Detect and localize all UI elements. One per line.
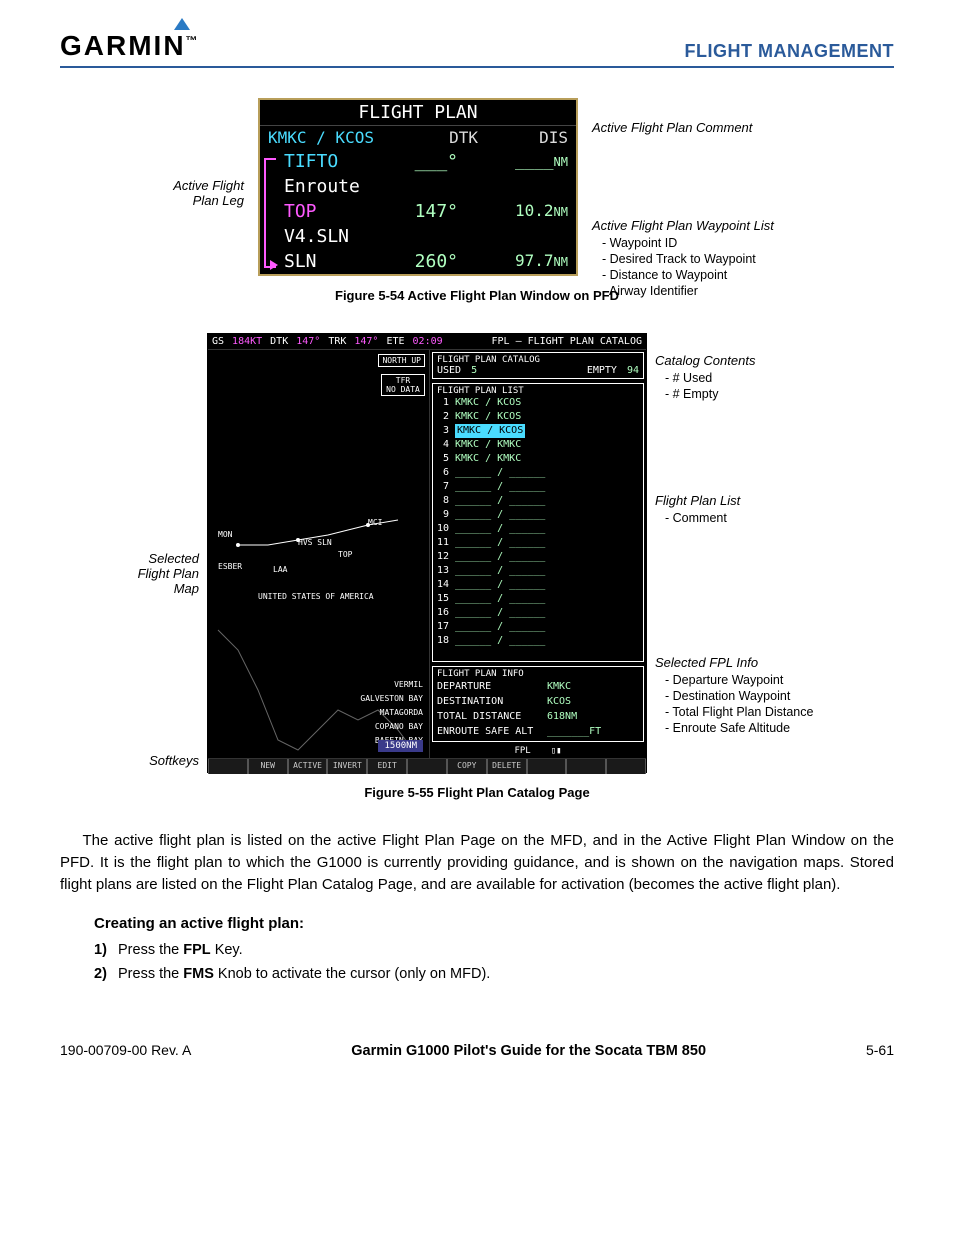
fpl-list-row[interactable]: 11______ / ______ bbox=[437, 536, 639, 550]
callout-wp-id: - Waypoint ID bbox=[602, 236, 677, 250]
fpl-list-row[interactable]: 5KMKC / KMKC bbox=[437, 452, 639, 466]
footer-left: 190-00709-00 Rev. A bbox=[60, 1042, 191, 1058]
page-footer: 190-00709-00 Rev. A Garmin G1000 Pilot's… bbox=[60, 1042, 894, 1059]
callout-airway: - Airway Identifier bbox=[602, 284, 698, 298]
softkey bbox=[407, 759, 447, 774]
figure-5-55: SelectedFlight PlanMap Softkeys GS184KT … bbox=[60, 333, 894, 773]
page-group: FPL bbox=[514, 746, 530, 756]
fpl-list-row[interactable]: 1KMKC / KCOS bbox=[437, 396, 639, 410]
softkey[interactable]: ACTIVE bbox=[288, 759, 328, 774]
map-scale: 1500NM bbox=[378, 740, 423, 752]
garmin-triangle-icon bbox=[174, 18, 190, 30]
callout-fpl-map: SelectedFlight PlanMap bbox=[138, 551, 199, 596]
softkey[interactable]: NEW bbox=[248, 759, 288, 774]
callout-dis: - Distance to Waypoint bbox=[602, 268, 727, 282]
softkey[interactable]: COPY bbox=[447, 759, 487, 774]
pfd-route: KMKC / KCOS bbox=[268, 128, 408, 147]
map-country: UNITED STATES OF AMERICA bbox=[258, 592, 374, 601]
callout-catalog: Catalog Contents bbox=[655, 353, 755, 368]
pfd-row: SLN260°97.7NM bbox=[260, 249, 576, 274]
section-title: FLIGHT MANAGEMENT bbox=[685, 41, 894, 62]
pfd-title: FLIGHT PLAN bbox=[260, 100, 576, 126]
pfd-row: V4.SLN bbox=[260, 224, 576, 249]
callout-fpl-list: Flight Plan List bbox=[655, 493, 740, 508]
fpl-list-row[interactable]: 18______ / ______ bbox=[437, 634, 639, 648]
pfd-col-dtk: DTK bbox=[408, 128, 478, 147]
page-header: GARMIN™ FLIGHT MANAGEMENT bbox=[60, 30, 894, 68]
logo-text: GARMIN bbox=[60, 30, 186, 61]
softkey[interactable]: INVERT bbox=[327, 759, 367, 774]
fpl-info-row: DEPARTUREKMKC bbox=[437, 679, 639, 694]
garmin-logo: GARMIN™ bbox=[60, 30, 200, 62]
fpl-list-row[interactable]: 8______ / ______ bbox=[437, 494, 639, 508]
mfd-top-bar: GS184KT DTK147° TRK147° ETE02:09 FPL – F… bbox=[208, 334, 646, 350]
fpl-list-row[interactable]: 12______ / ______ bbox=[437, 550, 639, 564]
fpl-list-panel: FLIGHT PLAN LIST 1KMKC / KCOS2KMKC / KCO… bbox=[432, 383, 644, 662]
callout-fpl-info: Selected FPL Info bbox=[655, 655, 758, 670]
fpl-info-row: ENROUTE SAFE ALT_______FT bbox=[437, 724, 639, 739]
fpl-list-row[interactable]: 13______ / ______ bbox=[437, 564, 639, 578]
callout-dtk: - Desired Track to Waypoint bbox=[602, 252, 756, 266]
softkey bbox=[606, 759, 646, 774]
steps-list: 1)Press the FPL Key. 2)Press the FMS Knob… bbox=[94, 942, 894, 982]
callout-wp-list: Active Flight Plan Waypoint List bbox=[592, 218, 774, 233]
softkey bbox=[566, 759, 606, 774]
softkey bbox=[208, 759, 248, 774]
mfd-map: NORTH UP TFRNO DATA UNITED STATES OF AME… bbox=[208, 350, 430, 758]
fpl-list-row[interactable]: 10______ / ______ bbox=[437, 522, 639, 536]
fpl-list-row[interactable]: 17______ / ______ bbox=[437, 620, 639, 634]
fpl-info-row: DESTINATIONKCOS bbox=[437, 694, 639, 709]
catalog-panel: FLIGHT PLAN CATALOG USED5 EMPTY94 bbox=[432, 352, 644, 379]
fpl-list-row[interactable]: 3KMKC / KCOS bbox=[437, 424, 639, 438]
body-paragraph: The active flight plan is listed on the … bbox=[60, 830, 894, 895]
softkey bbox=[527, 759, 567, 774]
fpl-info-row: TOTAL DISTANCE618NM bbox=[437, 709, 639, 724]
pfd-row: TIFTO___°____NM bbox=[260, 149, 576, 174]
fpl-list-row[interactable]: 16______ / ______ bbox=[437, 606, 639, 620]
softkey[interactable]: EDIT bbox=[367, 759, 407, 774]
step-item: 2)Press the FMS Knob to activate the cur… bbox=[94, 966, 894, 982]
figure-5-55-caption: Figure 5-55 Flight Plan Catalog Page bbox=[60, 785, 894, 800]
callout-comment: Active Flight Plan Comment bbox=[592, 120, 752, 135]
mfd-catalog-page: GS184KT DTK147° TRK147° ETE02:09 FPL – F… bbox=[207, 333, 647, 773]
pfd-flight-plan-window: FLIGHT PLAN KMKC / KCOS DTK DIS TIFTO___… bbox=[258, 98, 578, 276]
subheading: Creating an active flight plan: bbox=[94, 915, 894, 932]
fpl-list-row[interactable]: 4KMKC / KMKC bbox=[437, 438, 639, 452]
fpl-list-row[interactable]: 7______ / ______ bbox=[437, 480, 639, 494]
pfd-row: Enroute bbox=[260, 174, 576, 199]
pfd-col-dis: DIS bbox=[478, 128, 568, 147]
fpl-list-row[interactable]: 2KMKC / KCOS bbox=[437, 410, 639, 424]
softkeys-row: NEWACTIVEINVERTEDIT COPYDELETE bbox=[208, 758, 646, 774]
figure-5-54: Active FlightPlan Leg FLIGHT PLAN KMKC /… bbox=[60, 98, 894, 276]
softkey[interactable]: DELETE bbox=[487, 759, 527, 774]
fpl-list-row[interactable]: 9______ / ______ bbox=[437, 508, 639, 522]
fpl-list-row[interactable]: 6______ / ______ bbox=[437, 466, 639, 480]
footer-center: Garmin G1000 Pilot's Guide for the Socat… bbox=[351, 1043, 706, 1059]
fpl-list-row[interactable]: 15______ / ______ bbox=[437, 592, 639, 606]
page-indicator: ▯▮ bbox=[551, 746, 562, 756]
callout-softkeys: Softkeys bbox=[149, 753, 199, 768]
callout-active-leg: Active FlightPlan Leg bbox=[173, 178, 244, 208]
fpl-list-row[interactable]: 14______ / ______ bbox=[437, 578, 639, 592]
step-item: 1)Press the FPL Key. bbox=[94, 942, 894, 958]
fpl-info-panel: FLIGHT PLAN INFO DEPARTUREKMKCDESTINATIO… bbox=[432, 666, 644, 742]
pfd-row: TOP147°10.2NM bbox=[260, 199, 576, 224]
footer-right: 5-61 bbox=[866, 1042, 894, 1058]
figure-5-54-caption: Figure 5-54 Active Flight Plan Window on… bbox=[60, 288, 894, 303]
